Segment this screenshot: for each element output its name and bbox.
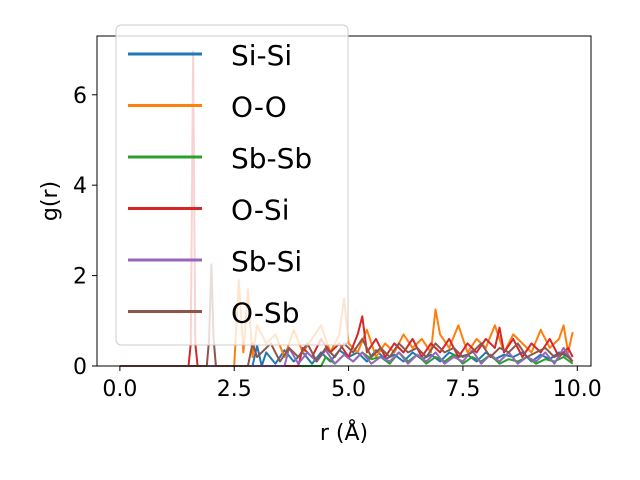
y-tick-label: 4 [73, 174, 87, 199]
x-tick-label: 2.5 [217, 377, 252, 402]
y-tick-label: 0 [73, 355, 87, 380]
legend-label-si-si: Si-Si [231, 39, 292, 72]
y-axis: 0 2 4 6 [73, 84, 97, 380]
y-tick-label: 2 [73, 265, 87, 290]
x-tick-label: 7.5 [445, 377, 480, 402]
x-tick-label: 0.0 [102, 377, 137, 402]
x-tick-label: 10.0 [553, 377, 602, 402]
legend-label-o-o: O-O [231, 91, 287, 124]
x-axis: 0.0 2.5 5.0 7.5 10.0 [102, 366, 602, 402]
series-line-o-si [119, 50, 574, 367]
legend: Si-Si O-O Sb-Sb O-Si Sb-Si O-Sb [115, 24, 349, 346]
legend-label-sb-sb: Sb-Sb [231, 142, 312, 175]
x-axis-label: r (Å) [320, 419, 368, 446]
y-axis-label: g(r) [38, 181, 63, 221]
legend-label-sb-si: Sb-Si [231, 245, 302, 278]
x-tick-label: 5.0 [331, 377, 366, 402]
legend-label-o-si: O-Si [231, 194, 289, 227]
legend-label-o-sb: O-Sb [231, 297, 299, 330]
y-tick-label: 6 [73, 84, 87, 109]
